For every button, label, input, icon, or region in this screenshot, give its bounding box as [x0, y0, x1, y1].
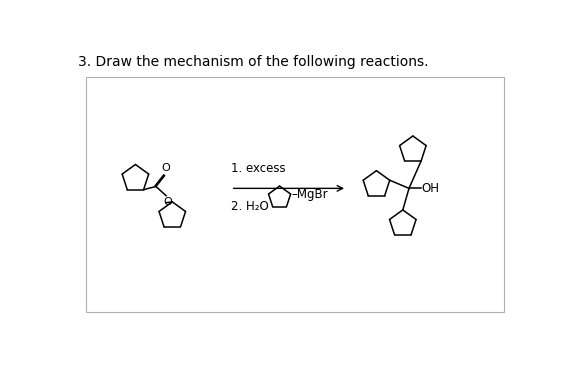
FancyBboxPatch shape [86, 77, 504, 312]
Text: 2. H₂O: 2. H₂O [231, 200, 269, 213]
Text: OH: OH [421, 182, 439, 195]
Text: –MgBr: –MgBr [292, 187, 328, 201]
Text: O: O [162, 163, 170, 173]
Text: 1. excess: 1. excess [231, 162, 285, 175]
Text: 3. Draw the mechanism of the following reactions.: 3. Draw the mechanism of the following r… [78, 55, 428, 69]
Text: O: O [163, 197, 172, 207]
